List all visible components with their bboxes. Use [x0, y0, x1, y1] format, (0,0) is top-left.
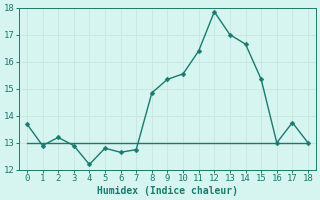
X-axis label: Humidex (Indice chaleur): Humidex (Indice chaleur) [97, 186, 238, 196]
